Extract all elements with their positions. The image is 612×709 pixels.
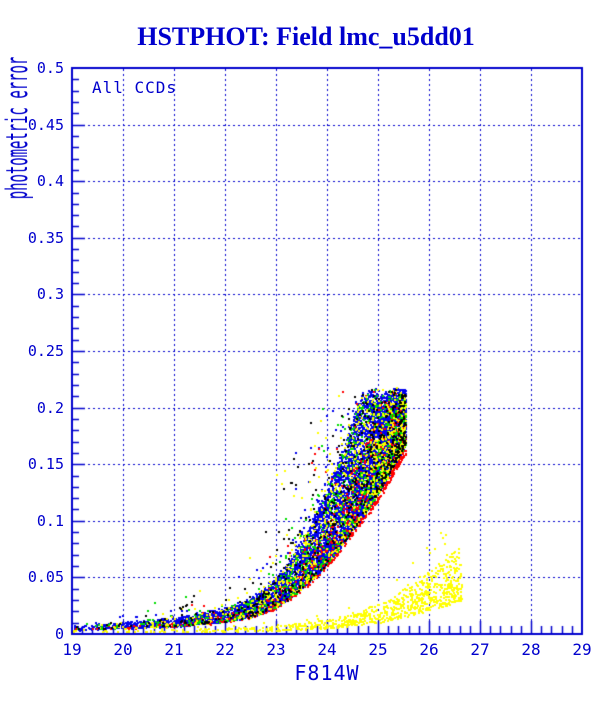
x-tick-label: 19 <box>62 640 82 659</box>
y-tick-label: 0.2 <box>36 399 64 417</box>
x-tick-label: 24 <box>317 640 337 659</box>
x-tick-label: 27 <box>470 640 490 659</box>
y-tick-label: 0 <box>54 625 64 643</box>
ccd-selection-annotation: All CCDs <box>92 78 178 97</box>
y-tick-label: 0.15 <box>27 455 64 473</box>
y-tick-label: 0.45 <box>27 116 64 134</box>
x-tick-label: 28 <box>521 640 541 659</box>
y-tick-label: 0.1 <box>36 512 64 530</box>
y-tick-label: 0.5 <box>36 59 64 77</box>
y-tick-label: 0.35 <box>27 229 64 247</box>
x-axis-label: F814W <box>294 661 360 685</box>
y-tick-label: 0.4 <box>36 172 64 190</box>
x-tick-label: 26 <box>419 640 439 659</box>
y-tick-label: 0.25 <box>27 342 64 360</box>
plot-title: HSTPHOT: Field lmc_u5dd01 <box>137 22 475 51</box>
x-tick-label: 21 <box>164 640 184 659</box>
x-tick-label: 20 <box>113 640 133 659</box>
x-tick-label: 29 <box>572 640 592 659</box>
x-tick-label: 23 <box>266 640 286 659</box>
x-tick-label: 25 <box>368 640 388 659</box>
y-tick-label: 0.05 <box>27 568 64 586</box>
y-tick-label: 0.3 <box>36 285 64 303</box>
x-tick-label: 22 <box>215 640 235 659</box>
